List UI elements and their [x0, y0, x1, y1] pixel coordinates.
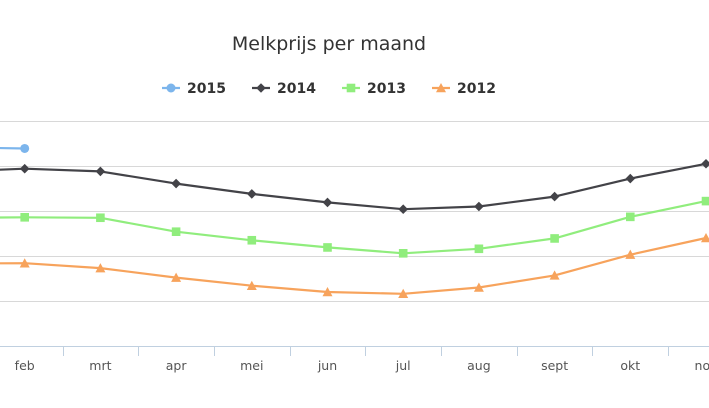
- legend-label: 2013: [367, 81, 406, 97]
- legend-marker: [346, 83, 356, 93]
- data-point: [247, 235, 257, 245]
- data-point: [474, 244, 484, 254]
- data-point: [398, 249, 408, 258]
- x-tick-label: nov: [695, 358, 709, 373]
- series-layer: [0, 143, 709, 299]
- legend-marker: [256, 83, 266, 93]
- data-point: [701, 158, 709, 169]
- legend-item-2013: 2013: [342, 81, 406, 97]
- data-point: [701, 196, 709, 206]
- data-point: [323, 243, 332, 252]
- data-point: [246, 280, 257, 290]
- legend-label: 2015: [187, 81, 226, 97]
- legend-item-2014: 2014: [252, 81, 316, 97]
- data-point: [95, 263, 106, 273]
- data-point: [20, 213, 29, 222]
- data-point: [19, 258, 30, 268]
- data-point: [171, 227, 181, 236]
- series-2015: [0, 143, 30, 153]
- data-point: [95, 166, 106, 177]
- data-point: [19, 163, 30, 174]
- data-point: [625, 249, 636, 259]
- x-tick-label: apr: [166, 358, 188, 373]
- data-point: [550, 234, 559, 243]
- x-axis: janfebmrtaprmeijunjulaugseptoktnov: [0, 346, 709, 373]
- legend-label: 2012: [457, 81, 496, 97]
- data-point: [96, 213, 105, 223]
- data-point: [474, 201, 484, 212]
- data-point: [626, 212, 635, 222]
- data-point: [549, 270, 560, 280]
- x-tick-label: mrt: [89, 358, 111, 373]
- legend-label: 2014: [277, 81, 316, 97]
- legend-marker: [436, 83, 446, 93]
- data-point: [247, 189, 257, 199]
- data-point: [625, 173, 636, 184]
- x-tick-label: mei: [240, 358, 263, 373]
- chart-title: Melkprijs per maand: [232, 33, 426, 55]
- series-2012: [0, 233, 709, 299]
- x-tick-label: aug: [467, 358, 491, 373]
- data-point: [322, 197, 333, 208]
- data-point: [171, 178, 181, 189]
- data-point: [473, 282, 484, 292]
- data-point: [398, 204, 408, 214]
- x-tick-label: okt: [620, 358, 640, 373]
- x-tick-label: sept: [541, 358, 568, 373]
- x-tick-label: feb: [15, 358, 35, 373]
- series-line-2015: [0, 146, 26, 150]
- gridlines: [0, 121, 709, 302]
- series-2014: [0, 158, 709, 214]
- legend: 2015 2014 2013 2012: [162, 81, 496, 97]
- data-point: [701, 233, 709, 243]
- x-tick-label: jun: [317, 358, 337, 373]
- data-point: [549, 191, 560, 202]
- data-point: [322, 287, 333, 297]
- x-tick-label: jul: [395, 358, 411, 373]
- data-point: [171, 272, 182, 282]
- data-point: [398, 288, 409, 299]
- legend-item-2015: 2015: [162, 81, 226, 97]
- data-point: [20, 143, 30, 153]
- legend-item-2012: 2012: [432, 81, 496, 97]
- legend-marker: [166, 83, 176, 93]
- series-2013: [0, 196, 709, 258]
